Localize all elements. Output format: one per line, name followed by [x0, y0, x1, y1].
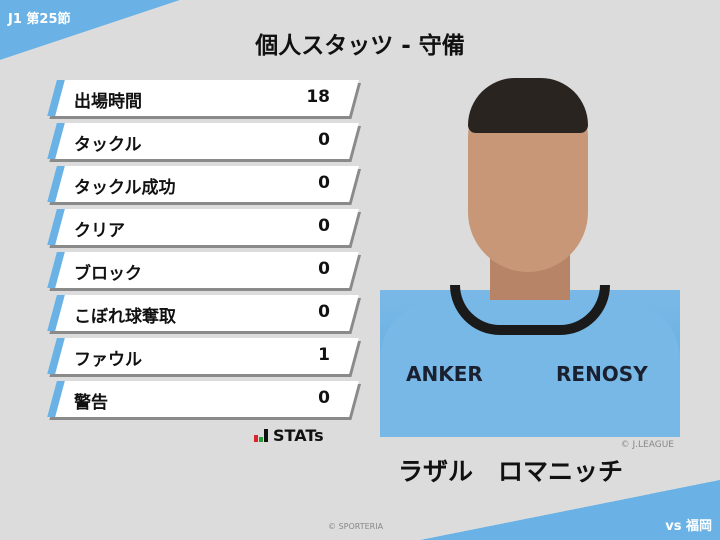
stat-label: タックル: [74, 135, 142, 155]
stat-row: こぼれ球奪取 0: [47, 295, 359, 331]
stat-row: タックル 0: [47, 123, 359, 159]
stat-label: 警告: [74, 393, 108, 413]
corner-banner-bottom: [420, 480, 720, 540]
photo-credit: © J.LEAGUE: [620, 440, 674, 450]
stat-value: 18: [306, 87, 330, 107]
stat-label: ファウル: [74, 350, 142, 370]
stat-label: 出場時間: [74, 92, 142, 112]
stat-value: 0: [318, 302, 330, 322]
stat-label: こぼれ球奪取: [74, 307, 176, 327]
stat-row: クリア 0: [47, 209, 359, 245]
sponsor-right: RENOSY: [556, 362, 648, 386]
stat-label: ブロック: [74, 264, 142, 284]
stat-value: 0: [318, 216, 330, 236]
player-name: ラザル ロマニッチ: [398, 457, 624, 486]
stat-value: 1: [318, 345, 330, 365]
corner-banner-top: [0, 0, 180, 60]
stat-row: タックル成功 0: [47, 166, 359, 202]
stat-value: 0: [318, 388, 330, 408]
stat-row: ブロック 0: [47, 252, 359, 288]
stat-value: 0: [318, 173, 330, 193]
stat-value: 0: [318, 259, 330, 279]
opponent-label: vs 福岡: [665, 519, 712, 534]
stat-row: ファウル 1: [47, 338, 359, 374]
stat-value: 0: [318, 130, 330, 150]
bar-chart-icon: [254, 429, 268, 442]
player-photo: ANKER RENOSY: [380, 70, 680, 437]
stat-row: 出場時間 18: [47, 80, 359, 116]
stat-row: 警告 0: [47, 381, 359, 417]
copyright: © SPORTERIA: [328, 522, 384, 531]
stats-logo-text: STATs: [273, 426, 324, 445]
stat-label: タックル成功: [74, 178, 176, 198]
stat-label: クリア: [74, 221, 125, 241]
round-label: J1 第25節: [8, 12, 71, 27]
page-title: 個人スタッツ - 守備: [255, 33, 465, 59]
stats-logo: STATs: [254, 426, 324, 445]
sponsor-left: ANKER: [406, 362, 483, 386]
